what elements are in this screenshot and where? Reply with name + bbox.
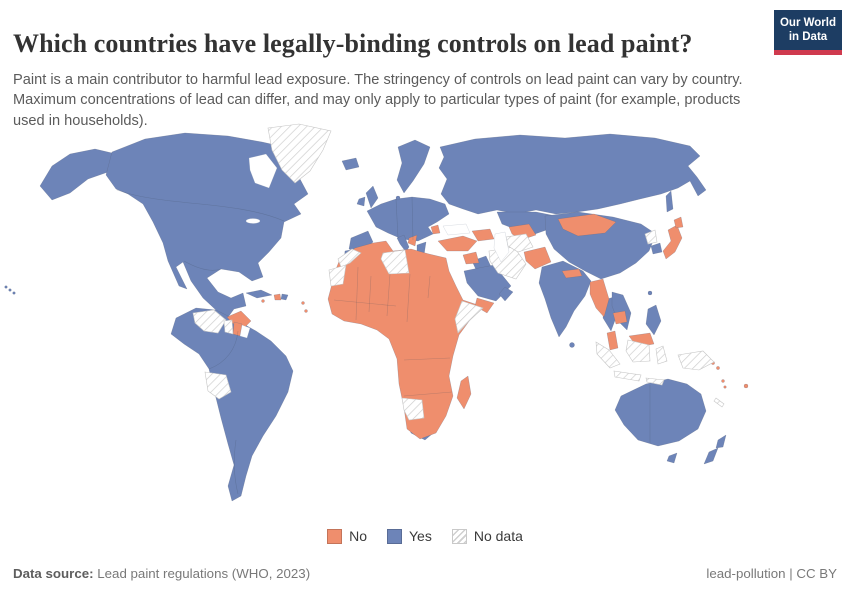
page-title: Which countries have legally-binding con… [13, 29, 693, 59]
country-kazakhstan[interactable] [496, 211, 557, 235]
country-new-caledonia[interactable] [713, 397, 725, 408]
country-ireland[interactable] [356, 196, 366, 207]
owid-logo[interactable]: Our World in Data [774, 10, 842, 56]
country-malaysia-peninsula[interactable] [606, 330, 619, 351]
country-bolivia[interactable] [204, 371, 232, 400]
country-taiwan[interactable] [647, 290, 653, 296]
country-syria[interactable] [462, 251, 480, 265]
legend-swatch-nodata [451, 528, 467, 544]
country-tasmania[interactable] [666, 452, 678, 464]
country-sri-lanka[interactable] [569, 342, 575, 348]
legend-item-no[interactable]: No [327, 528, 367, 544]
country-sakhalin[interactable] [665, 190, 674, 213]
country-japan[interactable] [662, 224, 683, 260]
legend-item-nodata[interactable]: No data [451, 528, 523, 544]
internal-borders [116, 189, 651, 495]
country-australia[interactable] [614, 378, 707, 447]
country-vanuatu-2[interactable] [723, 385, 727, 389]
legend-item-yes[interactable]: Yes [387, 528, 432, 544]
country-libya[interactable] [380, 249, 410, 275]
country-indonesia-java[interactable] [613, 370, 642, 382]
region-africa-main[interactable] [327, 240, 485, 440]
country-mauritania[interactable] [328, 264, 347, 287]
country-denmark[interactable] [395, 195, 401, 201]
caspian-sea [493, 231, 510, 263]
license-note: lead-pollution | CC BY [706, 566, 837, 581]
country-indonesia-borneo[interactable] [625, 339, 651, 363]
data-source: Data source: Lead paint regulations (WHO… [13, 566, 310, 581]
country-morocco[interactable] [337, 248, 362, 268]
owid-logo-line1: Our World [779, 17, 836, 29]
country-alaska[interactable] [39, 148, 113, 201]
country-oman[interactable] [498, 286, 514, 302]
country-united-kingdom[interactable] [365, 185, 379, 209]
country-new-zealand-south[interactable] [703, 447, 719, 465]
country-hawaii[interactable] [4, 285, 8, 289]
country-hawaii-2[interactable] [8, 288, 12, 292]
country-russia[interactable] [438, 133, 707, 215]
legend-swatch-yes [387, 528, 402, 544]
country-scandinavia[interactable] [396, 139, 431, 194]
country-nepal[interactable] [561, 268, 583, 279]
country-vietnam-laos[interactable] [611, 291, 632, 331]
country-south-america[interactable] [170, 307, 294, 502]
country-dominican-republic[interactable] [280, 293, 289, 301]
great-lakes [245, 218, 261, 224]
country-north-korea[interactable] [644, 229, 658, 245]
country-india[interactable] [538, 260, 592, 338]
country-iceland[interactable] [341, 157, 360, 171]
country-antilles-1[interactable] [301, 301, 305, 305]
country-cuba[interactable] [245, 289, 273, 299]
legend-label-no: No [349, 528, 367, 544]
country-greenland[interactable] [267, 123, 332, 184]
map-legend: No Yes No data [0, 528, 850, 544]
country-fiji[interactable] [743, 383, 749, 389]
owid-logo-line2: in Data [788, 30, 828, 43]
data-source-value: Lead paint regulations (WHO, 2023) [93, 566, 311, 581]
country-japan-hokkaido[interactable] [673, 216, 684, 229]
country-turkey[interactable] [437, 235, 478, 252]
country-haiti[interactable] [273, 293, 282, 301]
country-indonesia-sulawesi[interactable] [655, 345, 668, 365]
footer: Data source: Lead paint regulations (WHO… [13, 566, 837, 581]
country-indonesia-sumatra[interactable] [595, 341, 621, 369]
country-jamaica[interactable] [261, 299, 265, 303]
country-hawaii-3[interactable] [12, 291, 16, 295]
country-new-zealand-north[interactable] [715, 434, 727, 449]
data-source-label: Data source: [13, 566, 94, 581]
country-vanuatu[interactable] [721, 379, 725, 383]
legend-label-nodata: No data [473, 528, 523, 544]
country-yemen[interactable] [474, 297, 495, 314]
country-guyana[interactable] [223, 319, 234, 335]
country-philippines[interactable] [645, 304, 662, 336]
french-guiana [239, 324, 251, 339]
country-namibia-botswana[interactable] [401, 397, 425, 421]
country-madagascar[interactable] [456, 375, 472, 410]
legend-swatch-no [327, 528, 343, 544]
country-antilles-2[interactable] [304, 309, 308, 313]
country-myanmar[interactable] [589, 278, 610, 318]
country-papua-new-guinea[interactable] [677, 350, 715, 371]
country-balkans[interactable] [407, 234, 418, 247]
country-georgia-azerbaijan[interactable] [471, 228, 495, 242]
country-afghanistan[interactable] [523, 246, 552, 270]
country-south-korea[interactable] [650, 242, 663, 255]
country-cambodia[interactable] [612, 310, 628, 325]
black-sea [442, 223, 471, 236]
country-europe-mainland[interactable] [366, 196, 450, 242]
country-turkmenistan[interactable] [505, 233, 534, 253]
legend-label-yes: Yes [409, 528, 432, 544]
page-subtitle: Paint is a main contributor to harmful l… [13, 71, 743, 130]
hudson-bay [248, 153, 278, 189]
country-solomon-islands-2[interactable] [716, 366, 720, 370]
country-indonesia-lesser-sunda[interactable] [645, 377, 665, 386]
country-mongolia[interactable] [557, 213, 617, 237]
country-somalia[interactable] [454, 300, 484, 334]
country-venezuela[interactable] [192, 309, 227, 334]
country-moldova[interactable] [430, 224, 441, 235]
water-overlays [239, 153, 510, 339]
